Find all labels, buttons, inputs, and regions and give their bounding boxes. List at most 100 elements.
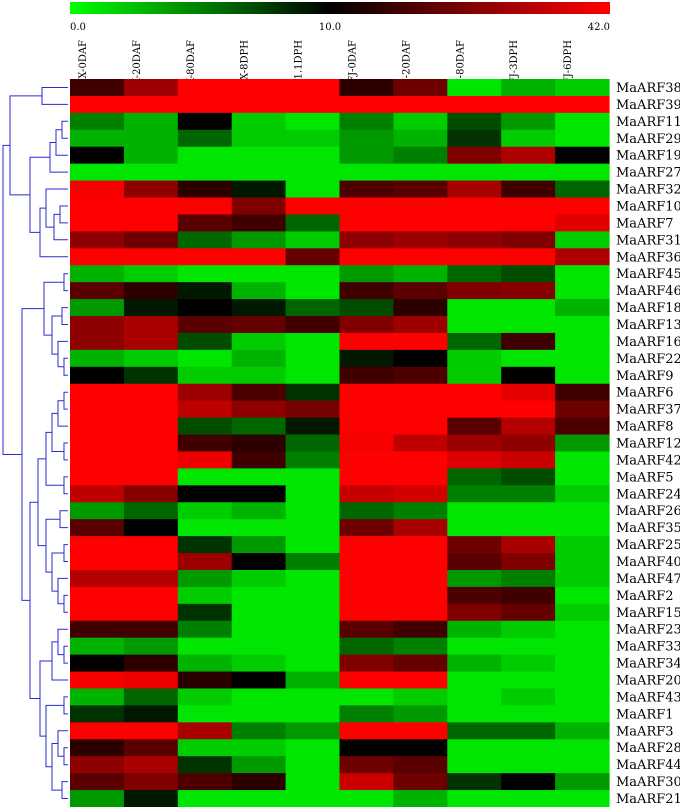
heatmap-cell: [231, 434, 287, 453]
dendrogram-branch: [57, 730, 68, 757]
heatmap-cell: [339, 95, 394, 114]
dendrogram-branch: [53, 213, 68, 241]
column-labels: BX-0DAF BX-20DAF BX-80DAF BX-8DPH BX-1.1DPH F…: [78, 40, 574, 97]
heatmap-cell: [447, 332, 502, 351]
dendrogram-branch: [57, 400, 68, 427]
column-label: BX-20DAF: [132, 40, 143, 92]
row-label: MaARF7: [616, 216, 674, 231]
dendrogram-branch: [63, 273, 68, 292]
heatmap-cell: [339, 163, 394, 182]
heatmap-cell: [393, 180, 448, 199]
heatmap-cell: [339, 654, 394, 673]
heatmap-cell: [339, 603, 394, 622]
heatmap-cell: [339, 705, 394, 723]
heatmap-cell: [70, 705, 125, 723]
heatmap-cell: [501, 366, 556, 385]
dendrogram-branch: [57, 628, 68, 656]
heatmap-cell: [339, 349, 394, 368]
dendrogram-branch: [61, 781, 68, 799]
heatmap-cell: [285, 112, 341, 131]
heatmap-cell: [339, 197, 394, 216]
heatmap-cell: [447, 468, 502, 486]
heatmap-cell: [501, 756, 556, 774]
heatmap-cell: [285, 400, 341, 419]
heatmap-cell: [393, 383, 448, 402]
row-label: MaARF22: [616, 352, 680, 367]
heatmap-cell: [555, 316, 610, 334]
heatmap-cell: [123, 349, 179, 368]
heatmap-cell: [177, 790, 233, 807]
heatmap-cell: [555, 739, 610, 757]
heatmap-cell: [501, 265, 556, 283]
heatmap-cell: [555, 95, 610, 114]
heatmap-cell: [231, 536, 287, 554]
heatmap-cell: [70, 603, 125, 622]
heatmap-cell: [555, 112, 610, 131]
heatmap-cell: [339, 502, 394, 520]
heatmap-cell: [123, 468, 179, 486]
dendrogram-branch: [51, 743, 62, 791]
heatmap-cell: [555, 349, 610, 368]
row-label: MaARF34: [616, 657, 680, 672]
heatmap-cell: [177, 383, 233, 402]
heatmap-cell: [70, 146, 125, 165]
dendrogram-branch: [63, 544, 68, 562]
row-label: MaARF37: [616, 403, 680, 418]
heatmap-cell: [447, 163, 502, 182]
dendrogram-branch: [63, 476, 68, 495]
heatmap-cell: [123, 722, 179, 740]
heatmap-cell: [177, 197, 233, 216]
heatmap-cell: [393, 536, 448, 554]
row-label: MaARF21: [616, 792, 680, 807]
heatmap-cell: [70, 569, 125, 588]
heatmap-cell: [70, 773, 125, 791]
dendrogram-branch: [63, 594, 68, 613]
row-label: MaARF11: [616, 115, 680, 130]
heatmap-cell: [285, 705, 341, 723]
heatmap-cell: [231, 502, 287, 520]
heatmap-cell: [501, 146, 556, 165]
heatmap-cell: [285, 586, 341, 605]
heatmap-cell: [393, 671, 448, 690]
row-label: MaARF23: [616, 623, 680, 638]
heatmap-cell: [555, 468, 610, 486]
heatmap-cell: [231, 383, 287, 402]
heatmap-cell: [393, 688, 448, 707]
heatmap-cell: [231, 705, 287, 723]
heatmap-cell: [70, 790, 125, 807]
heatmap-cell: [555, 197, 610, 216]
heatmap-cell: [555, 586, 610, 605]
dendrogram-branch: [45, 431, 64, 486]
heatmap-cell: [231, 569, 287, 588]
heatmap-cell: [393, 654, 448, 673]
heatmap-cell: [123, 773, 179, 791]
row-label: MaARF39: [616, 98, 680, 113]
heatmap-cell: [555, 722, 610, 740]
heatmap-cell: [231, 180, 287, 199]
heatmap-cell: [70, 129, 125, 148]
heatmap-cell: [177, 332, 233, 351]
heatmap-cell: [285, 265, 341, 283]
heatmap-cell: [501, 603, 556, 622]
heatmap-cell: [339, 637, 394, 656]
dendrogram-branch: [63, 696, 68, 715]
heatmap-cell: [70, 502, 125, 520]
heatmap-cell: [177, 214, 233, 232]
heatmap-cell: [285, 773, 341, 791]
heatmap-cell: [555, 299, 610, 317]
heatmap-cell: [123, 637, 179, 656]
heatmap-cell: [555, 705, 610, 723]
heatmap-cell: [501, 468, 556, 486]
heatmap-cell: [393, 620, 448, 639]
dendrogram-branch: [63, 747, 68, 766]
heatmap-cell: [447, 383, 502, 402]
heatmap-cell: [231, 248, 287, 266]
row-label: MaARF42: [616, 453, 680, 468]
heatmap-cell: [231, 586, 287, 605]
heatmap-cell: [447, 417, 502, 436]
heatmap-cell: [501, 79, 556, 97]
heatmap-cell: [393, 451, 448, 469]
heatmap-cell: [393, 790, 448, 807]
heatmap-cell: [447, 519, 502, 537]
heatmap-cell: [285, 536, 341, 554]
